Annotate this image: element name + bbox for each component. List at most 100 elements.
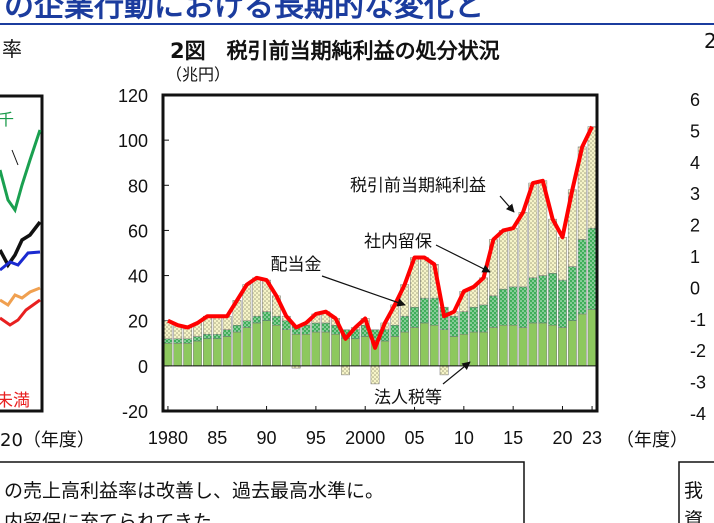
bar-segment: [479, 331, 488, 367]
right-tick-fragment: -4: [690, 404, 706, 424]
bar-segment: [262, 320, 271, 367]
bar-segment: [173, 343, 183, 367]
bar-segment: [222, 329, 232, 337]
bar-segment: [222, 336, 232, 367]
y-tick-label: 120: [118, 86, 148, 106]
bar-segment: [410, 327, 419, 367]
annotation: 社内留保: [364, 232, 432, 252]
bar-segment: [518, 286, 528, 328]
bar-segment: [301, 324, 311, 335]
bar-segment: [518, 327, 528, 367]
bar-segment: [498, 324, 508, 367]
bar-segment: [321, 331, 331, 367]
annotation-arrow: [499, 195, 515, 213]
right-tick-fragment: 6: [690, 90, 700, 110]
right-tick-fragment: 1: [690, 247, 700, 267]
bar-segment: [587, 309, 597, 367]
bar-segment: [370, 365, 380, 385]
x-tick-label: 23: [582, 428, 602, 448]
left-line-fragment: [0, 129, 42, 214]
left-line-fragment: [0, 298, 41, 327]
bar-segment: [419, 257, 429, 299]
y-tick-label: 80: [128, 176, 148, 196]
bar-segment: [272, 315, 281, 326]
bar-segment: [202, 338, 212, 367]
annotation-arrow: [442, 361, 471, 385]
bar-segment: [183, 338, 193, 344]
left-arrow-fragment: [11, 149, 19, 166]
bar-segment: [400, 331, 410, 367]
left-line-fragment: [0, 220, 42, 269]
bar-segment: [558, 279, 567, 328]
bar-segment: [558, 327, 567, 367]
profit-line: [167, 125, 594, 350]
y-axis-label: （兆円）: [166, 65, 230, 84]
left-line-fragment: [0, 250, 41, 272]
bar-segment: [212, 334, 222, 340]
y-tick-label: 40: [128, 267, 148, 287]
bar-segment: [163, 338, 173, 344]
bar-segment: [508, 286, 518, 326]
bar-segment: [548, 273, 558, 326]
bar-segment: [311, 322, 321, 333]
bar-segment: [587, 227, 597, 310]
plot-frame: [161, 93, 599, 413]
right-title-fragment: 2: [704, 29, 714, 53]
bar-segment: [262, 311, 271, 321]
bar-segment: [291, 334, 301, 367]
bar-segment: [577, 239, 587, 315]
left-frame: [0, 94, 44, 413]
note-text: 資: [684, 509, 703, 523]
bar-segment: [242, 327, 252, 367]
x-tick-label: 85: [207, 428, 227, 448]
left-label-fragment: 千: [0, 110, 14, 129]
bar-segment: [390, 336, 400, 367]
bar-segment: [400, 315, 410, 333]
right-tick-fragment: -2: [690, 341, 706, 361]
bar-segment: [252, 322, 262, 367]
right-tick-fragment: 5: [690, 121, 700, 141]
bar-segment: [498, 230, 508, 290]
bar-segment: [212, 338, 222, 367]
y-tick-label: -20: [122, 402, 148, 422]
bar-segment: [252, 277, 262, 317]
bar-segment: [242, 320, 252, 328]
bar-segment: [173, 338, 183, 344]
bar-segment: [508, 324, 518, 367]
bar-segment: [341, 365, 350, 376]
bar-segment: [419, 297, 429, 324]
y-tick-label: 0: [138, 357, 148, 377]
bar-segment: [479, 304, 488, 333]
y-tick-label: 20: [128, 312, 148, 332]
bar-segment: [567, 320, 577, 367]
bar-segment: [301, 334, 311, 367]
bar-segment: [380, 340, 390, 367]
bar-segment: [193, 340, 202, 367]
banner-title: の企業行動における長期的な変化と: [4, 0, 484, 24]
bar-segment: [163, 343, 173, 367]
bar-segment: [489, 295, 498, 328]
left-line-fragment: [0, 286, 41, 308]
x-tick-label: 95: [306, 428, 326, 448]
x-tick-label: 1980: [148, 428, 188, 448]
left-title-fragment: 率: [2, 37, 22, 61]
annotation-arrow: [321, 275, 406, 307]
bar-segment: [508, 227, 518, 288]
main-chart: 2図 税引前当期純利益の処分状況 （兆円） （年度） -20 0 20 40 60 80 1…: [118, 39, 688, 451]
right-tick-fragments: 6 5 4 3 2 1 0 -1 -2 -3 -4: [690, 90, 706, 424]
bar-segment: [489, 327, 498, 367]
annotation: 配当金: [271, 255, 322, 275]
bar-segment: [538, 275, 548, 324]
bar-segment: [439, 329, 449, 367]
right-tick-fragment: -1: [690, 310, 706, 330]
bar-segment: [459, 311, 469, 335]
right-tick-fragment: 4: [690, 153, 700, 173]
bar-segment: [390, 324, 400, 337]
bar-segment: [360, 336, 370, 367]
note-text: の売上高利益率は改善し、過去最高水準に。: [4, 480, 384, 502]
left-legend-fragment: 未満: [0, 391, 30, 411]
x-tick-label: 10: [454, 428, 474, 448]
bar-segment: [252, 315, 262, 324]
x-tick-label: 2000: [345, 428, 385, 448]
